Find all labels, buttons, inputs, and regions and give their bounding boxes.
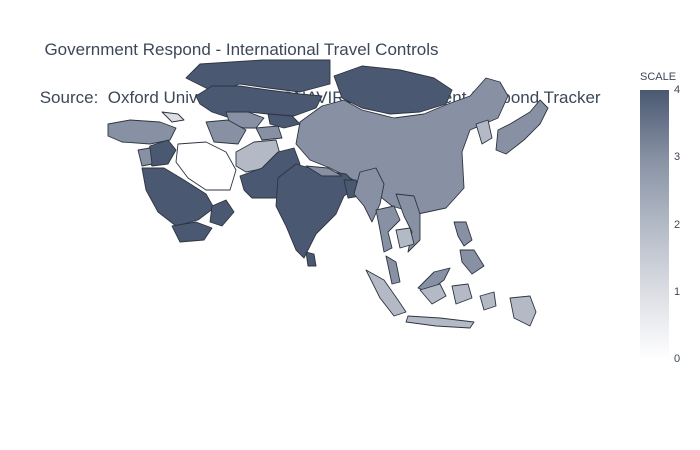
country-russia[interactable] xyxy=(185,59,331,93)
country-oman[interactable] xyxy=(209,199,235,227)
country-south-korea[interactable] xyxy=(475,119,493,145)
country-kazakhstan[interactable] xyxy=(195,85,323,119)
country-iran[interactable] xyxy=(175,141,237,191)
country-turkmenistan[interactable] xyxy=(205,119,247,145)
colorbar-tick-0: 0 xyxy=(674,353,681,365)
country-papua-new-guinea[interactable] xyxy=(509,295,537,327)
country-saudi-arabia[interactable] xyxy=(141,167,215,227)
country-georgia[interactable] xyxy=(161,111,185,123)
country-jordan[interactable] xyxy=(137,147,153,167)
country-philippines[interactable] xyxy=(453,221,485,275)
country-turkey[interactable] xyxy=(107,119,177,145)
country-nepal[interactable] xyxy=(305,165,343,177)
country-mongolia[interactable] xyxy=(333,65,453,115)
country-indonesia[interactable] xyxy=(365,269,497,329)
colorbar xyxy=(640,90,669,360)
title-line-1: Government Respond - International Trave… xyxy=(44,40,439,59)
colorbar-title: SCALE xyxy=(640,71,677,83)
country-shapes[interactable] xyxy=(107,59,549,329)
country-kyrgyzstan[interactable] xyxy=(267,113,301,129)
colorbar-tick-3: 3 xyxy=(674,151,681,163)
colorbar-tick-1: 1 xyxy=(674,286,681,298)
country-sri-lanka[interactable] xyxy=(305,251,317,267)
country-japan[interactable] xyxy=(495,99,549,155)
country-thailand[interactable] xyxy=(375,205,401,253)
country-myanmar[interactable] xyxy=(353,167,385,223)
country-india[interactable] xyxy=(275,163,359,259)
country-tajikistan[interactable] xyxy=(255,125,283,141)
country-cambodia[interactable] xyxy=(395,227,415,249)
country-yemen[interactable] xyxy=(171,221,213,243)
colorbar-tick-4: 4 xyxy=(674,84,681,96)
country-vietnam[interactable] xyxy=(395,193,421,253)
colorbar-tick-2: 2 xyxy=(674,219,681,231)
